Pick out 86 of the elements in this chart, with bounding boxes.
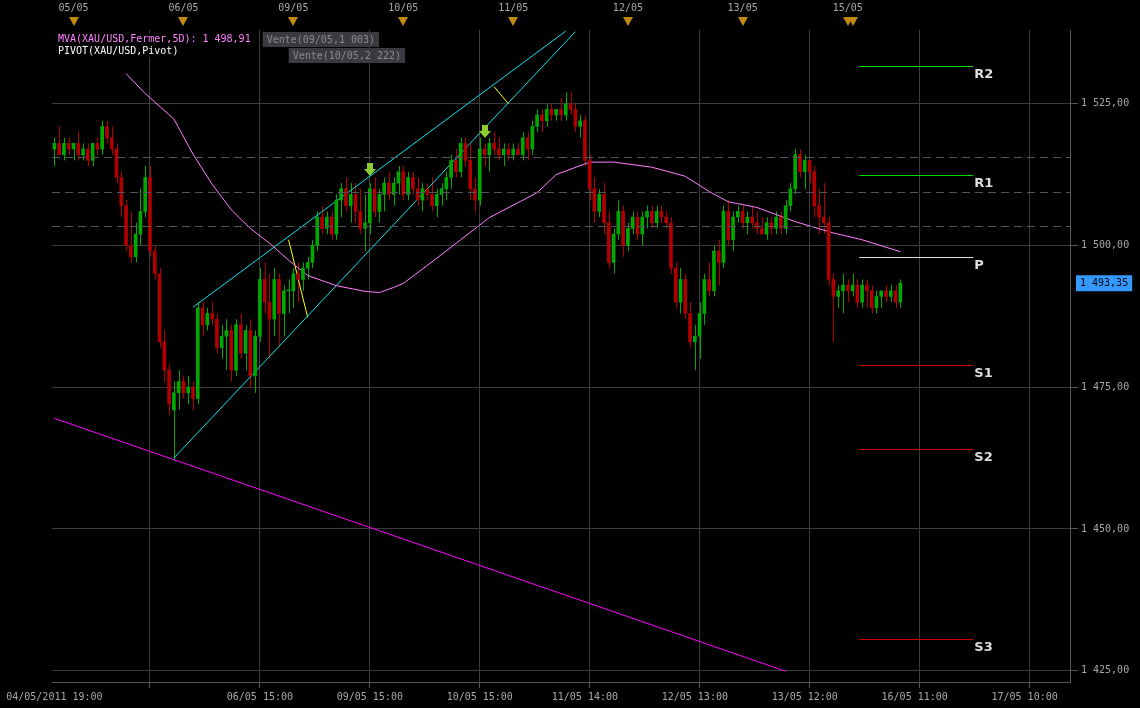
ref-line-label: R1	[974, 175, 994, 191]
y-tick-label: 1 500,00	[1081, 239, 1130, 251]
text: MVA(XAU/USD,Fermer,5D): 1 498,91	[58, 32, 251, 44]
y-tick-label: 1 450,00	[1081, 522, 1130, 534]
candlestick	[649, 205, 654, 229]
candlestick	[454, 148, 458, 178]
candlestick	[578, 114, 582, 139]
candlestick	[100, 120, 105, 156]
candlestick	[57, 125, 61, 156]
candlestick	[348, 182, 353, 224]
candlestick	[487, 137, 492, 173]
text: 12/05	[612, 1, 643, 13]
candlestick	[774, 210, 778, 235]
x-tick-label: 10/05 15:00	[446, 690, 513, 702]
y-tick-label: 1 475,00	[1081, 380, 1130, 392]
candlestick	[692, 324, 697, 371]
x-tick-label: 17/05 10:00	[991, 690, 1058, 702]
candlestick	[324, 210, 329, 235]
ref-line-label: S1	[974, 365, 993, 381]
ref-line-label: P	[974, 257, 984, 273]
candlestick	[434, 188, 439, 218]
text: 06/05	[168, 1, 199, 13]
text: 1 493,35	[1080, 276, 1129, 288]
text: 09/05	[278, 1, 309, 13]
candlestick	[568, 91, 573, 116]
candlestick	[387, 171, 391, 201]
annotation: Vente(10/05,2 222)	[292, 49, 402, 61]
candlestick	[205, 307, 210, 331]
candlestick	[497, 137, 501, 161]
candlestick	[406, 171, 410, 201]
x-tick-label: 06/05 15:00	[226, 690, 294, 702]
candlestick	[836, 284, 841, 309]
candlestick	[492, 131, 496, 156]
y-tick-label: 1 425,00	[1081, 664, 1130, 676]
text: 05/05	[58, 1, 89, 13]
candlestick	[62, 137, 66, 161]
y-tick-label: 1 525,00	[1081, 97, 1130, 109]
candlestick	[339, 182, 343, 218]
candlestick	[281, 284, 286, 337]
candlestick	[401, 165, 406, 201]
candlestick	[707, 261, 711, 297]
candlestick	[358, 188, 363, 235]
x-tick-label: 11/05 14:00	[551, 690, 619, 702]
candlestick	[109, 125, 114, 156]
annotation: PIVOT(XAU/USD,Pivot)	[58, 44, 179, 56]
candlestick	[597, 188, 602, 218]
candlestick	[191, 381, 195, 411]
text: 13/05	[727, 1, 758, 13]
candlestick	[563, 91, 568, 122]
candlestick	[640, 210, 645, 246]
candlestick	[301, 261, 305, 292]
candlestick	[86, 142, 90, 167]
x-tick-label: 13/05 12:00	[771, 690, 838, 702]
x-tick-label: 04/05/2011 19:00	[6, 690, 103, 702]
candlestick	[779, 210, 783, 235]
candlestick	[382, 176, 386, 212]
candlestick	[860, 278, 864, 309]
candlestick	[855, 278, 860, 309]
ref-line-label: S2	[974, 449, 993, 465]
x-tick-label: 16/05 11:00	[881, 690, 948, 702]
candlestick	[296, 261, 300, 303]
candlestick	[186, 375, 191, 405]
candlestick	[802, 154, 807, 190]
candlestick	[210, 301, 214, 326]
candlestick	[645, 205, 649, 229]
candlestick	[845, 278, 850, 303]
x-tick-label: 09/05 15:00	[336, 690, 403, 702]
candlestick	[344, 176, 348, 212]
candlestick	[731, 210, 735, 252]
candlestick	[320, 205, 324, 235]
text: 10/05	[388, 1, 419, 13]
candlestick	[540, 108, 544, 133]
ref-line-label: R2	[974, 66, 994, 82]
candlestick	[798, 148, 802, 178]
text: 15/05	[832, 1, 863, 13]
candlestick	[716, 239, 721, 286]
x-tick-label: 12/05 13:00	[661, 690, 728, 702]
candlestick	[391, 176, 396, 207]
text: 11/05	[498, 1, 529, 13]
candlestick	[286, 278, 291, 314]
ref-line-label: S3	[974, 639, 993, 655]
candlestick	[262, 261, 267, 314]
annotation: Vente(09/05,1 003)	[266, 33, 376, 45]
candlestick	[865, 278, 869, 309]
candlestick	[559, 97, 563, 122]
candlestick	[172, 381, 176, 462]
